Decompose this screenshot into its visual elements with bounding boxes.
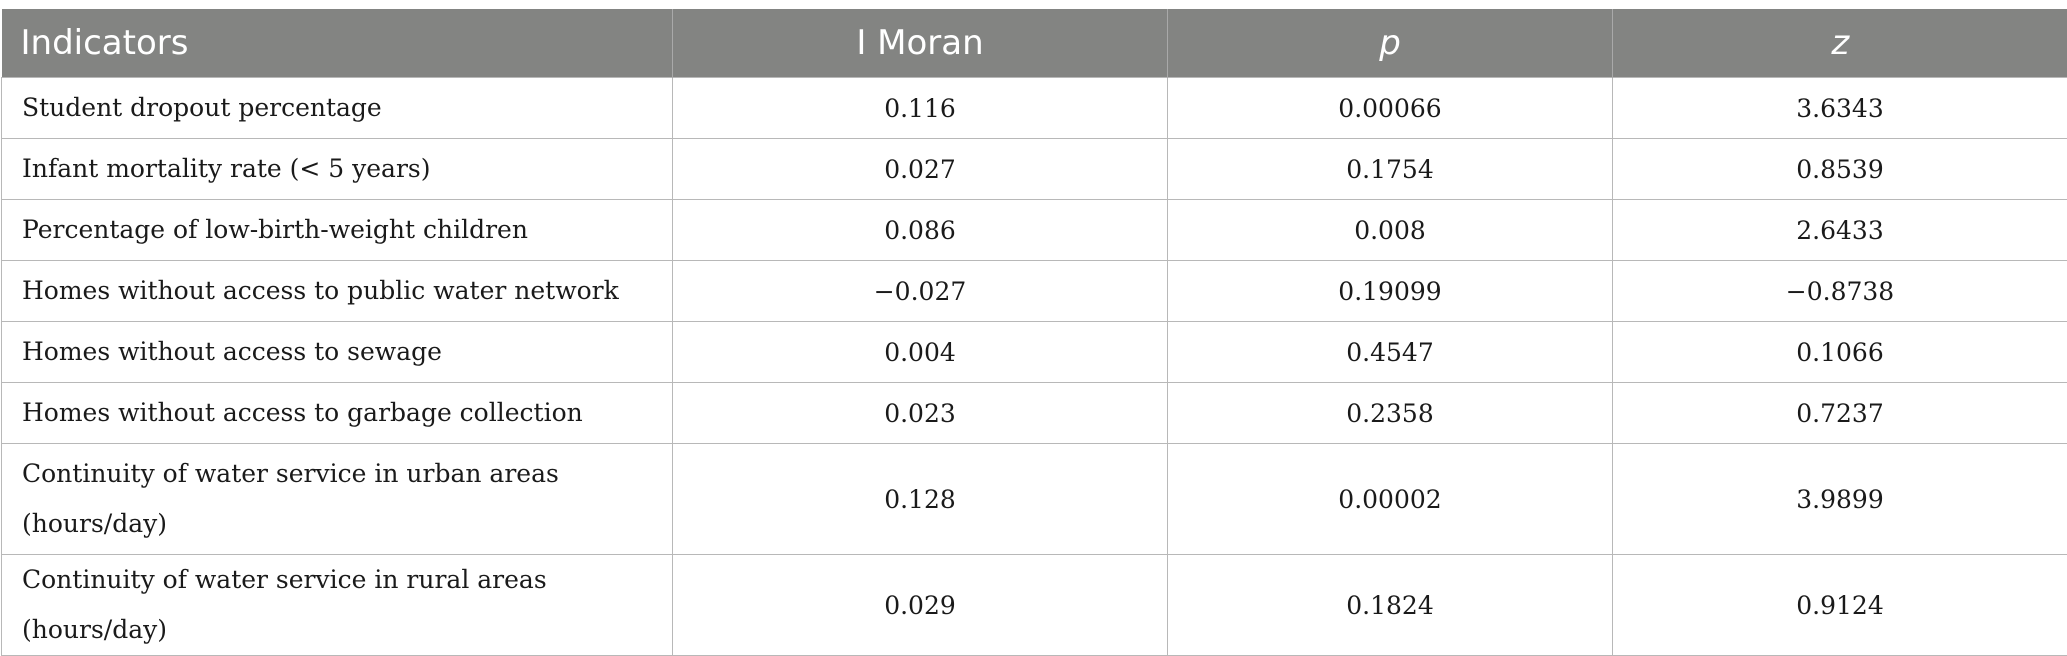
table-row: Continuity of water service in urban are… — [2, 444, 2067, 555]
i-moran-cell: 0.027 — [673, 139, 1168, 200]
z-value-cell: −0.8738 — [1613, 261, 2067, 322]
i-moran-cell: 0.116 — [673, 78, 1168, 139]
table-row: Homes without access to garbage collecti… — [2, 383, 2067, 444]
header-z: z — [1613, 9, 2067, 78]
z-value-cell: 3.6343 — [1613, 78, 2067, 139]
header-i-moran: I Moran — [673, 9, 1168, 78]
z-value-cell: 0.9124 — [1613, 555, 2067, 656]
i-moran-cell: 0.086 — [673, 200, 1168, 261]
z-value-cell: 0.7237 — [1613, 383, 2067, 444]
table-row: Homes without access to sewage 0.004 0.4… — [2, 322, 2067, 383]
indicator-cell: Continuity of water service in urban are… — [2, 444, 673, 555]
table-row: Percentage of low-birth-weight children … — [2, 200, 2067, 261]
indicator-cell: Homes without access to garbage collecti… — [2, 383, 673, 444]
p-value-cell: 0.1754 — [1168, 139, 1613, 200]
i-moran-cell: 0.128 — [673, 444, 1168, 555]
p-value-cell: 0.19099 — [1168, 261, 1613, 322]
data-table-container: Indicators I Moran p z Student dropout p… — [1, 9, 2067, 656]
table-row: Student dropout percentage 0.116 0.00066… — [2, 78, 2067, 139]
header-p: p — [1168, 9, 1613, 78]
table-header: Indicators I Moran p z — [2, 9, 2067, 78]
table-row: Homes without access to public water net… — [2, 261, 2067, 322]
i-moran-cell: 0.004 — [673, 322, 1168, 383]
p-value-cell: 0.008 — [1168, 200, 1613, 261]
i-moran-cell: −0.027 — [673, 261, 1168, 322]
header-indicators: Indicators — [2, 9, 673, 78]
p-value-cell: 0.00066 — [1168, 78, 1613, 139]
indicator-cell: Homes without access to public water net… — [2, 261, 673, 322]
moran-indicators-table: Indicators I Moran p z Student dropout p… — [1, 9, 2067, 656]
header-row: Indicators I Moran p z — [2, 9, 2067, 78]
p-value-cell: 0.00002 — [1168, 444, 1613, 555]
z-value-cell: 0.1066 — [1613, 322, 2067, 383]
indicator-cell: Continuity of water service in rural are… — [2, 555, 673, 656]
indicator-cell: Homes without access to sewage — [2, 322, 673, 383]
table-row: Continuity of water service in rural are… — [2, 555, 2067, 656]
z-value-cell: 3.9899 — [1613, 444, 2067, 555]
p-value-cell: 0.4547 — [1168, 322, 1613, 383]
p-value-cell: 0.2358 — [1168, 383, 1613, 444]
i-moran-cell: 0.029 — [673, 555, 1168, 656]
indicator-cell: Student dropout percentage — [2, 78, 673, 139]
indicator-cell: Percentage of low-birth-weight children — [2, 200, 673, 261]
table-row: Infant mortality rate (< 5 years) 0.027 … — [2, 139, 2067, 200]
i-moran-cell: 0.023 — [673, 383, 1168, 444]
indicator-cell: Infant mortality rate (< 5 years) — [2, 139, 673, 200]
table-body: Student dropout percentage 0.116 0.00066… — [2, 78, 2067, 656]
z-value-cell: 2.6433 — [1613, 200, 2067, 261]
p-value-cell: 0.1824 — [1168, 555, 1613, 656]
z-value-cell: 0.8539 — [1613, 139, 2067, 200]
